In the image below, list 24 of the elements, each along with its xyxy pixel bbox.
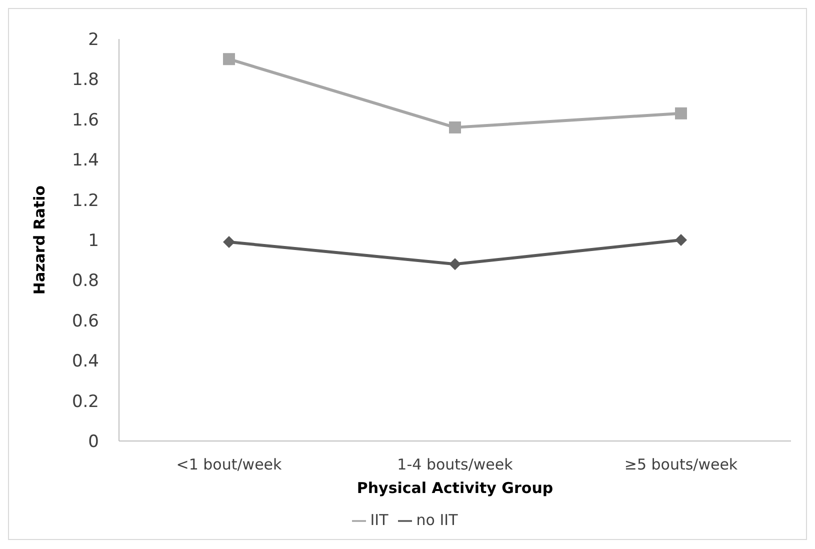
y-tick-label: 0 xyxy=(88,432,99,452)
point xyxy=(675,107,687,120)
x-tick-label: 1-4 bouts/week xyxy=(397,456,514,474)
y-axis-title: Hazard Ratio xyxy=(30,185,48,295)
point xyxy=(449,258,461,270)
y-tick-label: 0.6 xyxy=(72,311,99,332)
legend-label: no IIT xyxy=(416,511,458,529)
point xyxy=(223,236,235,248)
x-axis-title: Physical Activity Group xyxy=(356,479,554,497)
y-tick-label: 1 xyxy=(88,231,99,252)
y-tick-label: 0.2 xyxy=(72,392,99,412)
x-tick-label: <1 bout/week xyxy=(176,456,282,474)
y-tick-label: 1.2 xyxy=(72,190,99,211)
y-tick-label: 1.4 xyxy=(72,150,99,171)
y-tick-label: 1.6 xyxy=(72,110,99,130)
point xyxy=(449,121,461,134)
y-tick-label: 0.8 xyxy=(72,271,99,292)
x-tick-label: ≥5 bouts/week xyxy=(624,456,738,474)
point xyxy=(223,53,235,66)
legend-label: IIT xyxy=(370,511,388,529)
y-tick-label: 0.4 xyxy=(72,352,99,372)
y-tick-label: 1.8 xyxy=(72,70,99,90)
y-tick-label: 2 xyxy=(88,30,99,50)
point xyxy=(675,234,687,246)
